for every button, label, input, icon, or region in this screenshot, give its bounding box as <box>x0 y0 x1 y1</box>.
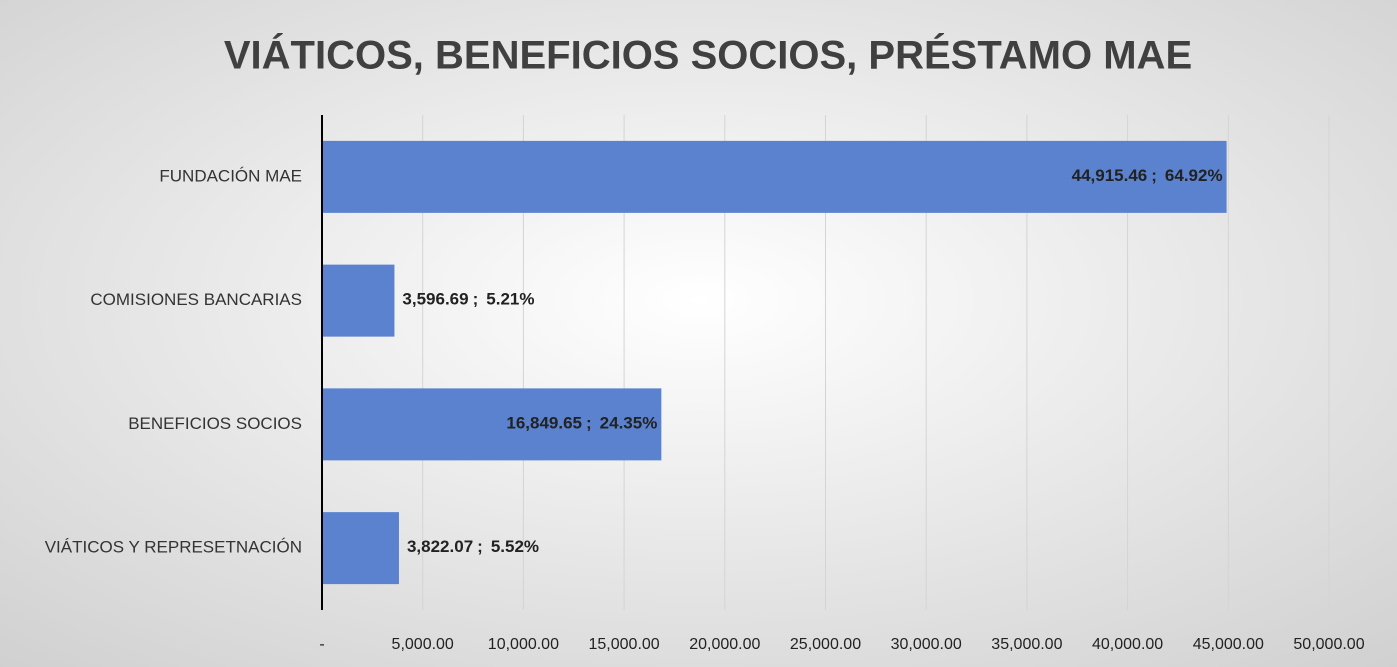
x-tick-label: 40,000.00 <box>1092 636 1163 653</box>
value-label: 44,915.46 <box>1072 166 1148 185</box>
x-tick-label: 45,000.00 <box>1193 636 1264 653</box>
x-tick-label: 30,000.00 <box>891 636 962 653</box>
x-tick-label: - <box>319 636 324 653</box>
data-label: 44,915.46; 64.92% <box>1072 166 1223 185</box>
percent-label: 5.52% <box>491 538 539 557</box>
y-tick-label: BENEFICIOS SOCIOS <box>128 414 302 433</box>
y-tick-label: VIÁTICOS Y REPRESETNACIÓN <box>45 538 302 557</box>
percent-label: 5.21% <box>486 290 534 309</box>
percent-label: 64.92% <box>1165 166 1223 185</box>
bar <box>322 264 395 337</box>
label-separator: ; <box>586 414 592 433</box>
label-separator: ; <box>1151 166 1157 185</box>
chart-title: VIÁTICOS, BENEFICIOS SOCIOS, PRÉSTAMO MA… <box>224 33 1192 78</box>
x-tick-label: 25,000.00 <box>790 636 861 653</box>
bar <box>322 388 662 461</box>
percent-label: 24.35% <box>600 414 658 433</box>
value-label: 16,849.65 <box>506 414 582 433</box>
data-label: 16,849.65; 24.35% <box>506 414 657 433</box>
data-label: 3,596.69; 5.21% <box>402 290 534 309</box>
y-tick-label: COMISIONES BANCARIAS <box>90 290 302 309</box>
x-tick-label: 35,000.00 <box>991 636 1062 653</box>
x-tick-label: 15,000.00 <box>589 636 660 653</box>
value-label: 3,596.69 <box>402 290 468 309</box>
x-tick-label: 10,000.00 <box>488 636 559 653</box>
bar <box>322 512 399 585</box>
data-label: 3,822.07; 5.52% <box>407 538 539 557</box>
label-separator: ; <box>477 538 483 557</box>
x-tick-label: 5,000.00 <box>392 636 454 653</box>
bar <box>322 140 1227 213</box>
x-tick-label: 20,000.00 <box>689 636 760 653</box>
value-label: 3,822.07 <box>407 538 473 557</box>
y-tick-label: FUNDACIÓN MAE <box>159 166 302 185</box>
x-tick-label: 50,000.00 <box>1293 636 1364 653</box>
label-separator: ; <box>473 290 479 309</box>
